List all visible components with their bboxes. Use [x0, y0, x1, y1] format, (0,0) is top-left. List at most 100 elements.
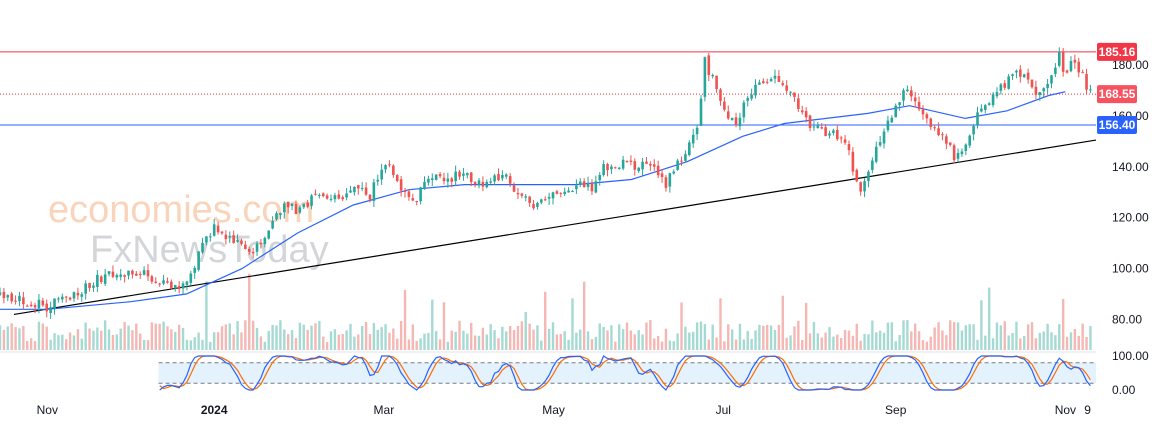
candle-body-196 — [762, 81, 765, 84]
volume-bar-137 — [532, 329, 535, 350]
volume-bar-175 — [680, 302, 683, 350]
candle-body-41 — [158, 283, 161, 285]
volume-bar-142 — [551, 322, 555, 350]
volume-bar-27 — [103, 320, 107, 350]
candle-body-225 — [874, 146, 878, 162]
volume-bar-212 — [824, 332, 827, 350]
volume-bar-156 — [606, 330, 609, 350]
candle-body-37 — [142, 270, 146, 275]
candle-body-102 — [395, 175, 399, 181]
candle-body-147 — [571, 190, 574, 192]
volume-bar-254 — [987, 287, 991, 350]
volume-bar-77 — [298, 322, 302, 350]
ascending-trendline[interactable] — [13, 139, 1097, 316]
candle-body-78 — [302, 203, 306, 208]
volume-bar-279 — [1085, 337, 1088, 350]
volume-bar-159 — [618, 324, 621, 350]
candle-body-32 — [123, 275, 126, 277]
candle-body-68 — [263, 237, 267, 245]
volume-bar-220 — [855, 323, 858, 350]
candle-body-119 — [462, 173, 465, 176]
volume-bar-160 — [621, 329, 625, 350]
candle-body-267 — [1038, 92, 1042, 96]
candle-body-201 — [781, 83, 785, 85]
candle-body-203 — [789, 91, 792, 93]
volume-bar-133 — [516, 325, 520, 350]
volume-bar-132 — [512, 329, 516, 350]
candle-body-73 — [282, 203, 286, 213]
candle-body-126 — [489, 181, 492, 183]
volume-bar-101 — [392, 328, 395, 350]
candle-body-144 — [559, 192, 563, 194]
volume-bar-194 — [754, 330, 757, 350]
candle-body-142 — [551, 192, 555, 199]
volume-bar-8 — [29, 338, 33, 350]
volume-bar-178 — [692, 331, 695, 350]
candle-body-18 — [68, 297, 72, 300]
volume-bar-119 — [462, 330, 465, 350]
price-tick-label: 100.00 — [1112, 262, 1149, 276]
candle-body-218 — [847, 143, 851, 151]
volume-bar-196 — [762, 325, 765, 350]
candle-body-35 — [135, 273, 138, 276]
volume-bar-34 — [131, 330, 134, 350]
price-tag-label-0: 185.16 — [1099, 45, 1136, 59]
volume-bar-54 — [209, 341, 212, 350]
candle-body-55 — [212, 224, 216, 236]
volume-bar-271 — [1054, 335, 1057, 350]
candle-body-189 — [734, 117, 738, 126]
volume-bar-200 — [777, 324, 781, 350]
volume-bar-257 — [999, 325, 1003, 350]
volume-bar-41 — [158, 323, 161, 350]
candle-body-185 — [719, 89, 722, 101]
volume-bar-1 — [2, 329, 6, 350]
volume-bar-79 — [306, 329, 309, 350]
volume-bar-13 — [49, 339, 52, 350]
volume-bar-235 — [913, 323, 917, 350]
volume-bar-131 — [508, 325, 512, 350]
candle-body-17 — [64, 296, 68, 298]
candle-body-85 — [329, 198, 333, 200]
volume-bar-85 — [329, 331, 333, 350]
candle-body-220 — [855, 169, 859, 182]
stoch-k-line — [159, 355, 1091, 391]
volume-bar-58 — [224, 324, 228, 350]
candle-body-246 — [956, 152, 960, 159]
candle-body-247 — [960, 151, 964, 155]
candle-body-65 — [251, 251, 255, 254]
volume-bar-6 — [22, 325, 25, 350]
candle-body-67 — [259, 242, 263, 244]
volume-bar-252 — [980, 300, 983, 350]
time-tick-label: 2024 — [201, 403, 228, 417]
volume-bar-39 — [150, 322, 154, 350]
price-tick-label: 140.00 — [1112, 160, 1149, 174]
volume-bar-81 — [314, 323, 317, 350]
volume-bar-193 — [750, 338, 753, 350]
candle-body-150 — [582, 181, 586, 188]
candle-body-173 — [672, 171, 676, 174]
candle-body-136 — [528, 196, 531, 203]
candle-body-263 — [1022, 74, 1026, 78]
time-axis[interactable]: Nov 2024 Mar May Jul Sep Nov 9 — [37, 403, 1092, 417]
volume-bar-217 — [843, 329, 847, 350]
volume-bar-102 — [396, 338, 399, 350]
candle-body-53 — [205, 236, 208, 243]
candle-body-135 — [524, 196, 528, 198]
candle-body-234 — [909, 90, 913, 97]
horizontal-price-lines[interactable] — [0, 51, 1096, 126]
volume-bar-255 — [991, 338, 995, 350]
candle-body-93 — [360, 187, 364, 189]
trendline-group[interactable] — [13, 139, 1097, 316]
candle-body-168 — [652, 164, 656, 167]
volume-bar-67 — [259, 336, 263, 350]
candle-body-264 — [1026, 72, 1030, 80]
volume-bar-144 — [559, 333, 562, 350]
volume-bar-251 — [976, 339, 979, 350]
candle-body-46 — [177, 286, 181, 290]
volume-bar-73 — [283, 329, 286, 350]
candlestick-series — [0, 47, 1092, 319]
candle-body-34 — [131, 270, 134, 275]
candle-body-190 — [738, 117, 742, 127]
